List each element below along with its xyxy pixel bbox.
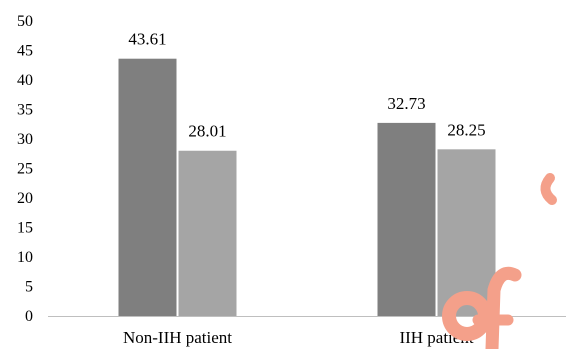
y-tick-label: 40: [17, 72, 33, 89]
y-tick-label: 0: [25, 308, 33, 325]
bar-series1-non-iih: [118, 58, 177, 317]
y-tick-label: 15: [17, 220, 33, 237]
y-tick-label: 35: [17, 102, 33, 119]
y-tick-label: 10: [17, 249, 33, 266]
data-labels: 43.61 28.01 32.73 28.25: [128, 30, 485, 141]
data-label: 28.01: [188, 122, 226, 141]
y-tick-label: 45: [17, 43, 33, 60]
bar-series2-non-iih: [178, 150, 237, 316]
data-label: 32.73: [387, 94, 425, 113]
bar-series1-iih: [377, 122, 436, 316]
category-labels: Non-IIH patient IIH patient: [123, 328, 474, 347]
y-tick-label: 20: [17, 190, 33, 207]
data-label: 28.25: [447, 120, 485, 139]
y-tick-label: 50: [17, 13, 33, 30]
y-tick-label: 25: [17, 161, 33, 178]
y-tick-label: 5: [25, 279, 33, 296]
data-label: 43.61: [128, 30, 166, 49]
y-axis-ticks: 0 5 10 15 20 25 30 35 40 45 50: [17, 13, 33, 325]
category-label: IIH patient: [399, 328, 473, 347]
category-label: Non-IIH patient: [123, 328, 232, 347]
bar-series2-iih: [437, 149, 496, 316]
bars: [118, 58, 496, 317]
y-tick-label: 30: [17, 131, 33, 148]
